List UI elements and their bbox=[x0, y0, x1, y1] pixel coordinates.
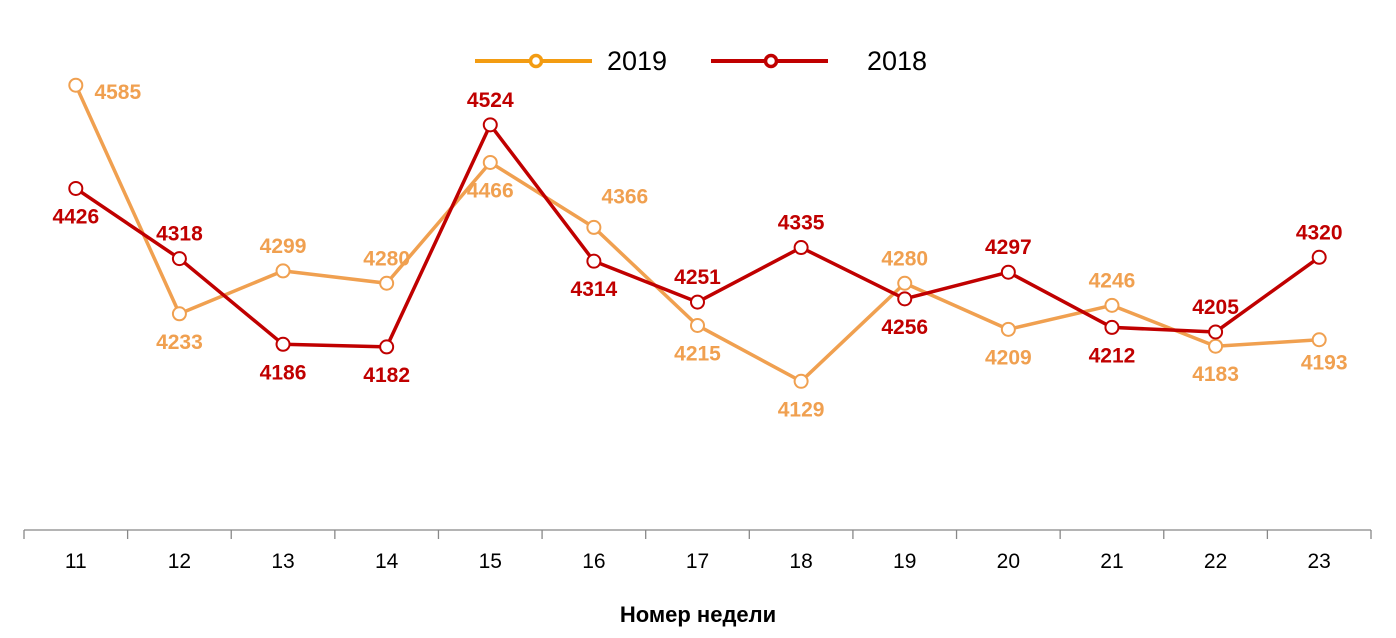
data-point-2018 bbox=[897, 291, 913, 307]
data-label-2019: 4366 bbox=[602, 185, 649, 208]
data-point-2018 bbox=[1000, 264, 1016, 280]
data-label-2018: 4205 bbox=[1192, 296, 1239, 319]
data-label-2018: 4297 bbox=[985, 236, 1032, 259]
legend-label-2018: 2018 bbox=[867, 46, 927, 76]
data-label-2018: 4426 bbox=[52, 205, 99, 228]
data-point-2019 bbox=[1000, 321, 1016, 337]
data-label-2018: 4182 bbox=[363, 364, 410, 387]
data-point-2019 bbox=[1104, 297, 1120, 313]
data-point-2018 bbox=[690, 294, 705, 310]
x-tick-label: 12 bbox=[168, 550, 191, 573]
x-tick-label: 17 bbox=[686, 550, 709, 573]
data-point-2019 bbox=[1208, 338, 1224, 354]
series-group: 4585 4233 4299 4280 4466 4366 4215 4129 4280 4209… bbox=[52, 77, 1348, 421]
x-axis-title: Номер недели bbox=[620, 602, 776, 627]
data-label-2018: 4251 bbox=[674, 266, 721, 289]
x-tick-label: 18 bbox=[789, 550, 812, 573]
data-label-2019: 4129 bbox=[778, 398, 825, 421]
data-label-2019: 4466 bbox=[467, 179, 514, 202]
x-tick-label: 22 bbox=[1204, 550, 1227, 573]
data-label-2018: 4524 bbox=[467, 89, 514, 112]
data-label-2019: 4209 bbox=[985, 346, 1032, 369]
legend-item-2018: 2018 bbox=[711, 46, 927, 76]
x-tick-label: 20 bbox=[997, 550, 1020, 573]
x-tick-label: 23 bbox=[1308, 550, 1331, 573]
data-point-2019 bbox=[379, 275, 395, 291]
data-point-2019 bbox=[275, 263, 291, 279]
legend-label-2019: 2019 bbox=[607, 46, 667, 76]
data-label-2018: 4314 bbox=[571, 278, 618, 301]
series-2018: 4426 4318 4186 4182 4524 4314 4251 4335 4256 4297… bbox=[52, 89, 1342, 387]
data-label-2019: 4585 bbox=[94, 81, 141, 104]
series-line-2019 bbox=[74, 84, 1320, 384]
data-point-2018 bbox=[1208, 324, 1224, 340]
legend: 2019 2018 bbox=[475, 46, 927, 76]
data-point-2019 bbox=[68, 77, 84, 93]
data-point-2018 bbox=[1104, 319, 1120, 335]
data-label-2019: 4280 bbox=[881, 247, 928, 270]
data-point-2019 bbox=[482, 154, 498, 170]
x-tick-label: 16 bbox=[582, 550, 605, 573]
data-point-2018 bbox=[379, 339, 395, 355]
data-point-2019 bbox=[1311, 332, 1327, 348]
data-label-2018: 4186 bbox=[260, 361, 307, 384]
data-label-2018: 4318 bbox=[156, 223, 203, 246]
x-axis: 11 12 13 14 15 16 17 18 19 20 21 22 23 bbox=[23, 529, 1372, 573]
data-label-2018: 4256 bbox=[881, 316, 928, 339]
data-point-2019 bbox=[690, 317, 705, 333]
x-tick-label: 11 bbox=[65, 550, 87, 573]
data-label-2019: 4233 bbox=[156, 331, 203, 354]
x-tick-label: 21 bbox=[1100, 550, 1123, 573]
data-label-2019: 4193 bbox=[1301, 352, 1348, 375]
data-point-2019 bbox=[793, 373, 809, 389]
data-label-2019: 4215 bbox=[674, 342, 721, 365]
legend-item-2019: 2019 bbox=[475, 46, 667, 76]
x-tick-label: 19 bbox=[893, 550, 916, 573]
data-point-2019 bbox=[586, 219, 602, 235]
data-point-2019 bbox=[897, 275, 913, 291]
data-point-2018 bbox=[171, 251, 187, 267]
x-tick-label: 13 bbox=[271, 550, 294, 573]
x-tick-label: 15 bbox=[479, 550, 502, 573]
data-point-2018 bbox=[275, 336, 291, 352]
data-label-2019: 4299 bbox=[260, 235, 307, 258]
data-label-2018: 4212 bbox=[1089, 344, 1136, 367]
data-point-2018 bbox=[1311, 249, 1327, 265]
series-2019: 4585 4233 4299 4280 4466 4366 4215 4129 4280 4209… bbox=[68, 77, 1348, 421]
data-point-2019 bbox=[171, 306, 187, 322]
data-point-2018 bbox=[482, 117, 498, 133]
data-label-2018: 4320 bbox=[1296, 221, 1343, 244]
data-point-2018 bbox=[793, 240, 809, 256]
data-point-2018 bbox=[68, 180, 84, 196]
data-label-2019: 4183 bbox=[1192, 363, 1239, 386]
data-label-2019: 4246 bbox=[1089, 269, 1136, 292]
x-tick-label: 14 bbox=[375, 550, 399, 573]
data-label-2018: 4335 bbox=[778, 212, 825, 235]
data-point-2018 bbox=[586, 253, 602, 269]
data-label-2019: 4280 bbox=[363, 247, 410, 270]
